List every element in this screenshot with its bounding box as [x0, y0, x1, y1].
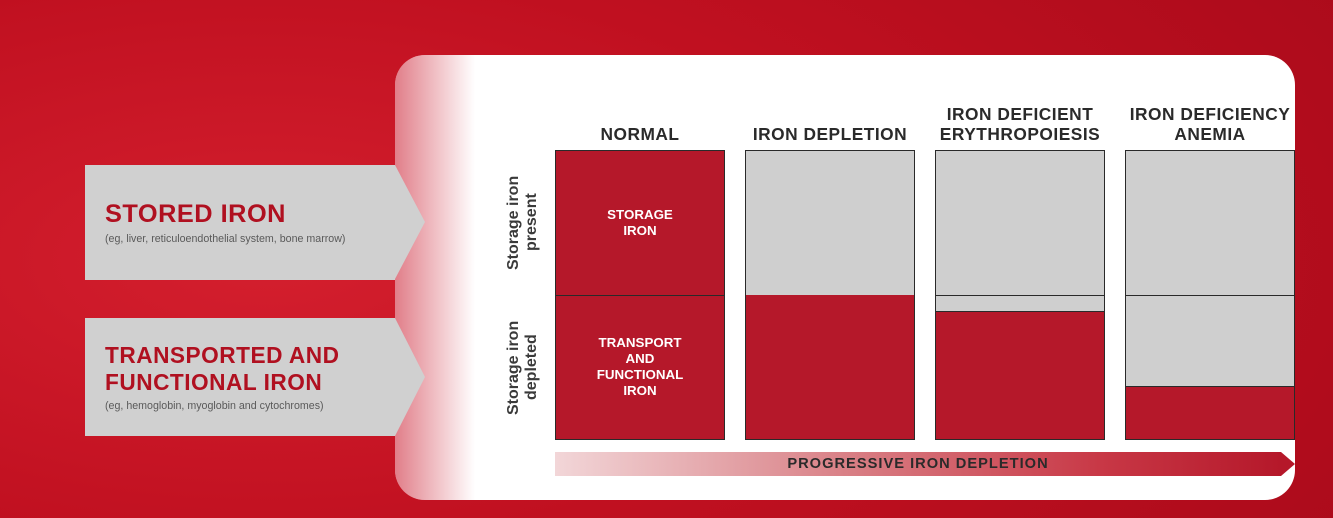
progressive-depletion-label: PROGRESSIVE IRON DEPLETION — [555, 452, 1281, 476]
bar-deficient_erythro — [935, 150, 1105, 440]
category-sub-stored: (eg, liver, reticuloendothelial system, … — [105, 233, 385, 245]
category-title-stored: STORED IRON — [105, 200, 385, 229]
bar-midline-deficient_erythro — [936, 295, 1104, 296]
bar-fill-anemia — [1126, 387, 1294, 439]
category-title-transported: TRANSPORTED AND FUNCTIONAL IRON — [105, 342, 385, 396]
category-arrowhead-stored — [395, 165, 425, 279]
column-header-deficient_erythro: IRON DEFICIENT ERYTHROPOIESIS — [935, 90, 1105, 145]
bar-anemia — [1125, 150, 1295, 440]
row-label-storage-present: Storage iron present — [505, 150, 541, 295]
bar-fill-topline-anemia — [1126, 386, 1294, 387]
column-header-normal: NORMAL — [555, 90, 725, 145]
bar-fill-depletion — [746, 295, 914, 439]
column-header-anemia: IRON DEFICIENCY ANEMIA — [1125, 90, 1295, 145]
row-label-storage-depleted: Storage iron depleted — [505, 295, 541, 440]
progressive-depletion-arrow: PROGRESSIVE IRON DEPLETION — [555, 452, 1295, 476]
category-sub-transported: (eg, hemoglobin, myoglobin and cytochrom… — [105, 400, 385, 412]
bar-fill-deficient_erythro — [936, 312, 1104, 439]
segment-label-bottom-normal: TRANSPORT AND FUNCTIONAL IRON — [556, 295, 724, 439]
category-box-stored-iron: STORED IRON (eg, liver, reticuloendothel… — [85, 165, 395, 280]
category-arrowhead-transported — [395, 318, 425, 436]
bar-normal: STORAGE IRONTRANSPORT AND FUNCTIONAL IRO… — [555, 150, 725, 440]
bar-fill-topline-deficient_erythro — [936, 311, 1104, 312]
column-header-depletion: IRON DEPLETION — [745, 90, 915, 145]
bar-midline-anemia — [1126, 295, 1294, 296]
category-box-transported-iron: TRANSPORTED AND FUNCTIONAL IRON (eg, hem… — [85, 318, 395, 436]
segment-label-top-normal: STORAGE IRON — [556, 151, 724, 295]
bar-depletion — [745, 150, 915, 440]
progressive-depletion-arrowhead — [1281, 452, 1295, 476]
